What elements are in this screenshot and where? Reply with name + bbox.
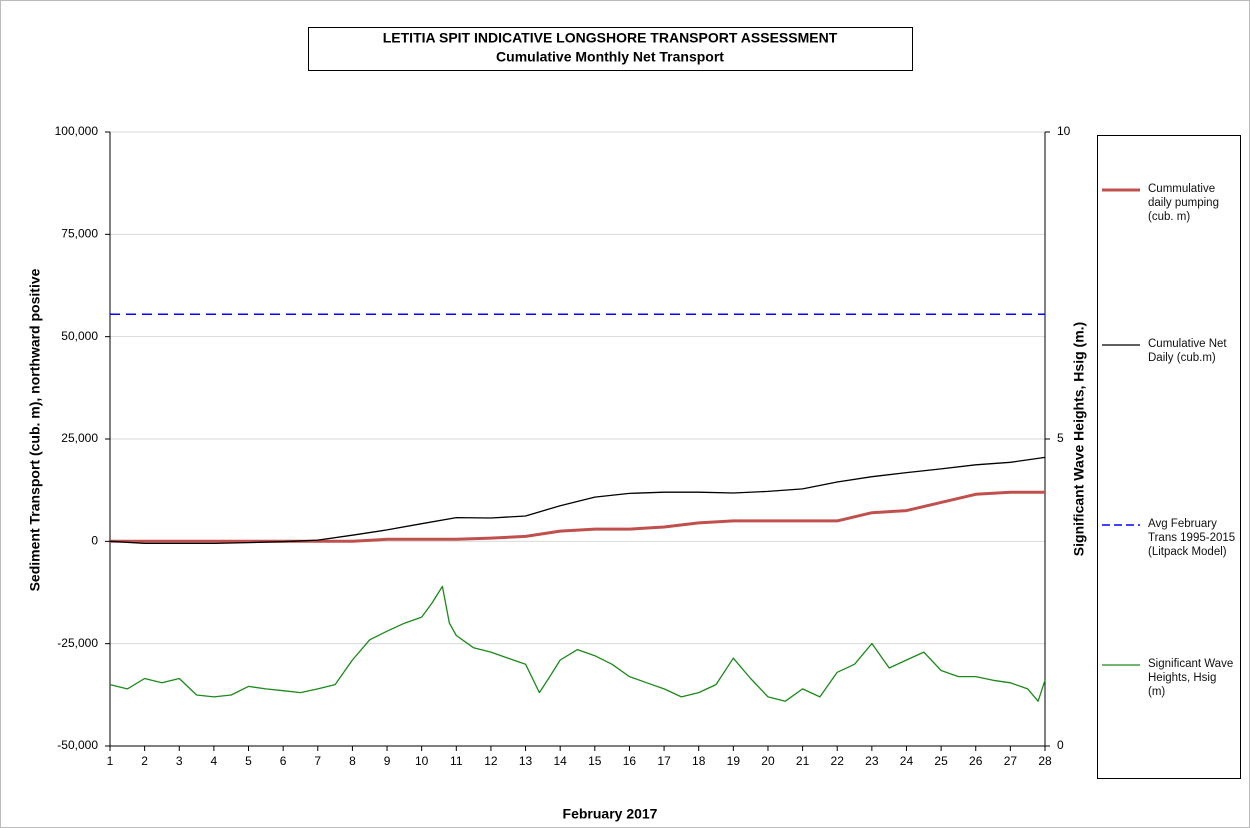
x-tick-label: 6 <box>280 754 287 768</box>
x-tick-label: 25 <box>934 754 948 768</box>
y2-tick-label: 0 <box>1057 738 1064 752</box>
y-tick-label: 100,000 <box>55 124 99 138</box>
x-tick-label: 12 <box>484 754 498 768</box>
x-tick-label: 18 <box>692 754 706 768</box>
x-tick-label: 5 <box>245 754 252 768</box>
x-tick-label: 20 <box>761 754 775 768</box>
x-tick-label: 8 <box>349 754 356 768</box>
x-tick-label: 1 <box>107 754 114 768</box>
x-tick-label: 3 <box>176 754 183 768</box>
legend-label: Cummulative daily pumping (cub. m) <box>1148 183 1219 223</box>
y-tick-label: 25,000 <box>61 431 98 445</box>
y-tick-label: -25,000 <box>57 636 98 650</box>
x-tick-label: 10 <box>415 754 429 768</box>
y-tick-label: 50,000 <box>61 329 98 343</box>
x-tick-label: 2 <box>141 754 148 768</box>
y-tick-label: -50,000 <box>57 738 98 752</box>
series-line <box>110 490 1045 543</box>
x-axis-label: February 2017 <box>563 806 658 822</box>
y2-tick-label: 10 <box>1057 124 1071 138</box>
x-tick-label: 9 <box>384 754 391 768</box>
y-tick-label: 0 <box>91 534 98 548</box>
series-line <box>109 456 1046 545</box>
x-tick-label: 14 <box>554 754 568 768</box>
series-line <box>109 585 1046 702</box>
y2-tick-label: 5 <box>1057 431 1064 445</box>
x-tick-label: 27 <box>1004 754 1018 768</box>
y-tick-label: 75,000 <box>61 227 98 241</box>
legend-box <box>1097 135 1241 779</box>
x-tick-label: 23 <box>865 754 879 768</box>
x-tick-label: 16 <box>623 754 637 768</box>
x-tick-label: 21 <box>796 754 810 768</box>
chart-title: LETITIA SPIT INDICATIVE LONGSHORE TRANSP… <box>383 30 838 46</box>
x-tick-label: 11 <box>450 754 463 768</box>
legend-label: Significant Wave Heights, Hsig (m) <box>1148 658 1234 698</box>
y2-axis-label: Significant Wave Heights, Hsig (m.) <box>1071 322 1087 556</box>
x-tick-label: 15 <box>588 754 602 768</box>
y-axis-label: Sediment Transport (cub. m), northward p… <box>27 268 43 591</box>
x-tick-label: 28 <box>1038 754 1052 768</box>
legend-label: Cumulative Net Daily (cub.m) <box>1148 338 1227 364</box>
x-tick-label: 22 <box>831 754 845 768</box>
x-tick-label: 13 <box>519 754 533 768</box>
title-box <box>308 27 913 71</box>
x-tick-label: 19 <box>727 754 741 768</box>
x-tick-label: 4 <box>211 754 218 768</box>
x-tick-label: 26 <box>969 754 983 768</box>
x-tick-label: 17 <box>657 754 671 768</box>
chart-subtitle: Cumulative Monthly Net Transport <box>496 49 724 65</box>
x-tick-label: 7 <box>314 754 321 768</box>
x-tick-label: 24 <box>900 754 914 768</box>
legend-label: Avg February Trans 1995-2015 (Litpack Mo… <box>1148 518 1236 558</box>
